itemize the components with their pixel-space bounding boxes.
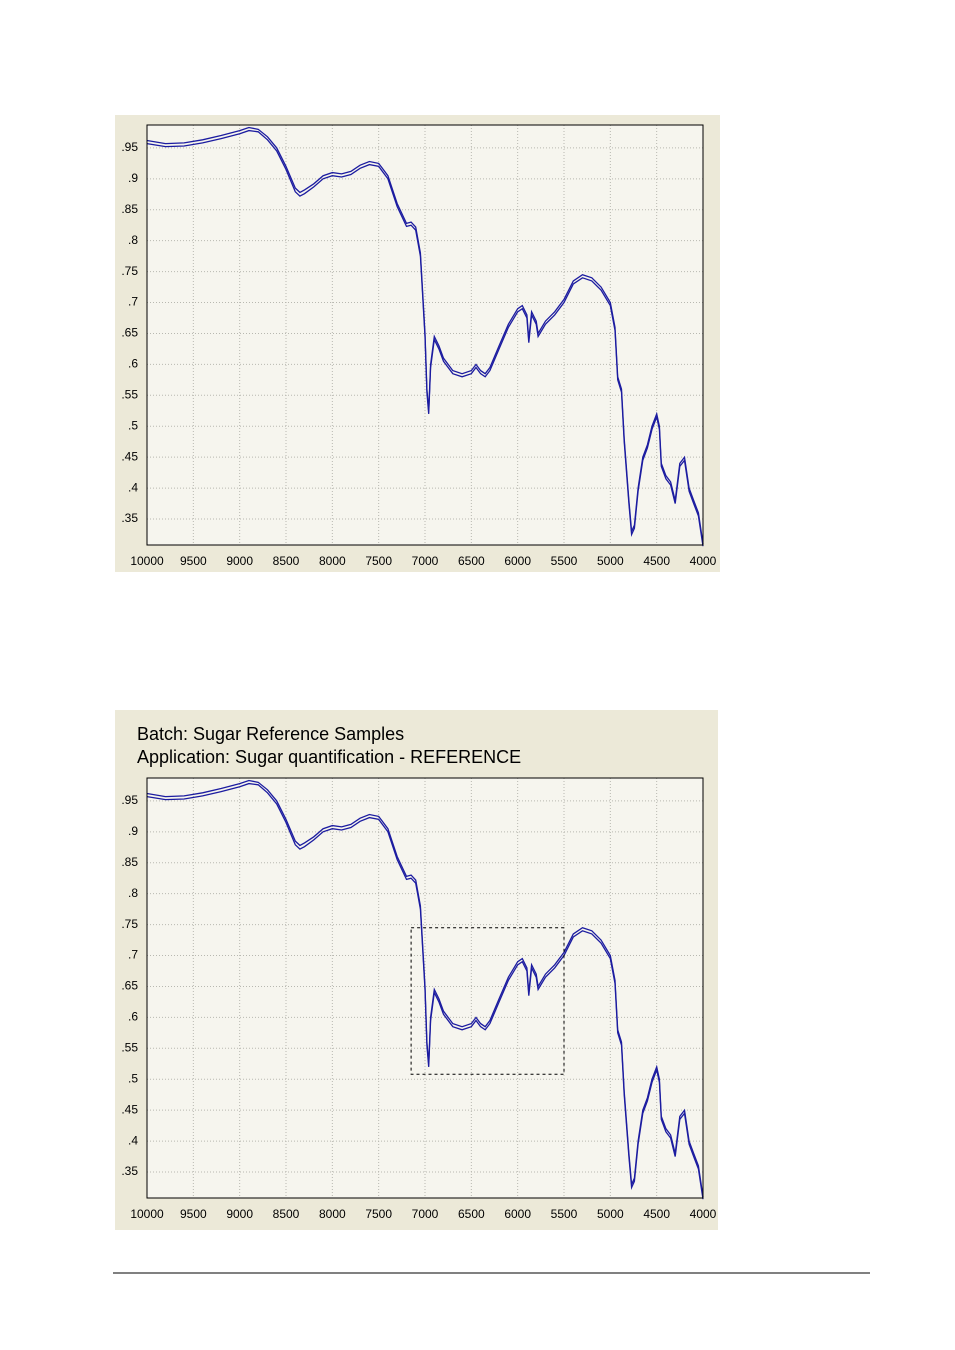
x-tick-label: 10000 bbox=[130, 554, 164, 568]
y-tick-label: .85 bbox=[121, 202, 138, 216]
x-tick-label: 4500 bbox=[643, 554, 670, 568]
x-tick-label: 9000 bbox=[226, 554, 253, 568]
y-tick-label: .4 bbox=[128, 1133, 138, 1147]
x-tick-label: 5000 bbox=[597, 1207, 624, 1221]
y-tick-label: .9 bbox=[128, 824, 138, 838]
x-tick-label: 9500 bbox=[180, 1207, 207, 1221]
x-tick-label: 5500 bbox=[551, 1207, 578, 1221]
x-tick-label: 7500 bbox=[365, 554, 392, 568]
x-tick-label: 9500 bbox=[180, 554, 207, 568]
x-tick-label: 8000 bbox=[319, 554, 346, 568]
spectrum-line bbox=[146, 129, 704, 547]
y-tick-label: .5 bbox=[128, 1071, 138, 1085]
x-tick-label: 8000 bbox=[319, 1207, 346, 1221]
x-tick-label: 4000 bbox=[690, 1207, 717, 1221]
y-tick-label: .7 bbox=[128, 295, 138, 309]
x-tick-label: 9000 bbox=[226, 1207, 253, 1221]
y-tick-label: .75 bbox=[121, 264, 138, 278]
y-tick-label: .65 bbox=[121, 326, 138, 340]
y-tick-label: .45 bbox=[121, 1102, 138, 1116]
y-tick-label: .35 bbox=[121, 1164, 138, 1178]
x-tick-label: 7500 bbox=[365, 1207, 392, 1221]
chart-subtitle: Application: Sugar quantification - REFE… bbox=[137, 747, 521, 767]
y-tick-label: .9 bbox=[128, 171, 138, 185]
y-tick-label: .95 bbox=[121, 140, 138, 154]
x-tick-label: 7000 bbox=[412, 554, 439, 568]
x-tick-label: 5000 bbox=[597, 554, 624, 568]
x-tick-label: 4500 bbox=[643, 1207, 670, 1221]
y-tick-label: .75 bbox=[121, 917, 138, 931]
chart-title: Batch: Sugar Reference Samples bbox=[137, 724, 404, 744]
plot-frame bbox=[146, 124, 704, 546]
y-tick-label: .5 bbox=[128, 418, 138, 432]
plot-frame bbox=[146, 777, 704, 1199]
spectrum-line bbox=[146, 779, 704, 1197]
y-tick-label: .8 bbox=[128, 233, 138, 247]
y-tick-label: .6 bbox=[128, 1010, 138, 1024]
y-tick-label: .55 bbox=[121, 387, 138, 401]
x-tick-label: 6000 bbox=[504, 554, 531, 568]
y-tick-label: .55 bbox=[121, 1040, 138, 1054]
y-tick-label: .7 bbox=[128, 948, 138, 962]
spectrum-line bbox=[146, 126, 704, 544]
x-tick-label: 8500 bbox=[273, 554, 300, 568]
x-tick-label: 6500 bbox=[458, 554, 485, 568]
y-tick-label: .35 bbox=[121, 511, 138, 525]
x-tick-label: 8500 bbox=[273, 1207, 300, 1221]
x-tick-label: 5500 bbox=[551, 554, 578, 568]
x-tick-label: 6500 bbox=[458, 1207, 485, 1221]
x-tick-label: 6000 bbox=[504, 1207, 531, 1221]
y-tick-label: .65 bbox=[121, 979, 138, 993]
x-tick-label: 4000 bbox=[690, 554, 717, 568]
y-tick-label: .45 bbox=[121, 449, 138, 463]
x-tick-label: 10000 bbox=[130, 1207, 164, 1221]
y-tick-label: .95 bbox=[121, 793, 138, 807]
y-tick-label: .4 bbox=[128, 480, 138, 494]
y-tick-label: .8 bbox=[128, 886, 138, 900]
x-tick-label: 7000 bbox=[412, 1207, 439, 1221]
spectrum-line bbox=[146, 782, 704, 1200]
y-tick-label: .85 bbox=[121, 855, 138, 869]
y-tick-label: .6 bbox=[128, 357, 138, 371]
